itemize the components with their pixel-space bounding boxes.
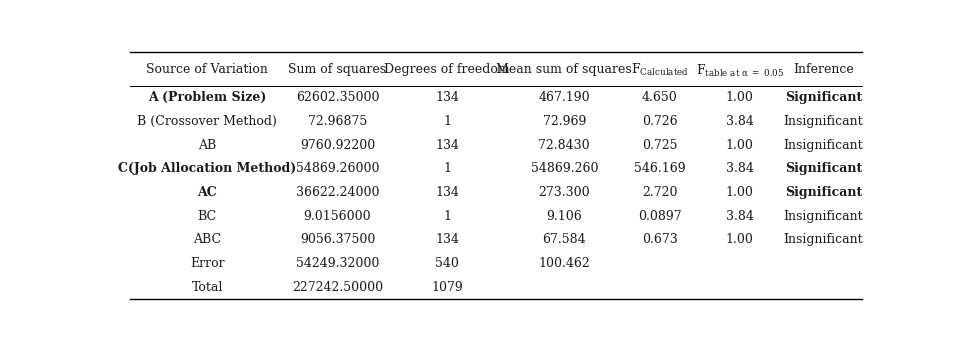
Text: 467.190: 467.190: [538, 91, 590, 104]
Text: C(Job Allocation Method): C(Job Allocation Method): [118, 162, 296, 175]
Text: 9760.92200: 9760.92200: [300, 139, 375, 152]
Text: 134: 134: [436, 91, 459, 104]
Text: 67.584: 67.584: [542, 233, 586, 246]
Text: Inference: Inference: [793, 63, 854, 77]
Text: 54249.32000: 54249.32000: [296, 257, 379, 270]
Text: B (Crossover Method): B (Crossover Method): [137, 115, 277, 128]
Text: Source of Variation: Source of Variation: [146, 63, 268, 77]
Text: 1.00: 1.00: [726, 139, 754, 152]
Text: 36622.24000: 36622.24000: [295, 186, 379, 199]
Text: 0.726: 0.726: [642, 115, 678, 128]
Text: 72.96875: 72.96875: [308, 115, 367, 128]
Text: 4.650: 4.650: [642, 91, 678, 104]
Text: 0.0897: 0.0897: [638, 209, 681, 223]
Text: 9056.37500: 9056.37500: [300, 233, 376, 246]
Text: Mean sum of squares: Mean sum of squares: [497, 63, 632, 77]
Text: 100.462: 100.462: [538, 257, 590, 270]
Text: 54869.26000: 54869.26000: [295, 162, 379, 175]
Text: 1079: 1079: [432, 281, 463, 294]
Text: Significant: Significant: [785, 162, 862, 175]
Text: ABC: ABC: [193, 233, 222, 246]
Text: Sum of squares: Sum of squares: [288, 63, 386, 77]
Text: 72.969: 72.969: [543, 115, 586, 128]
Text: $\mathrm{F_{table\ at\ \alpha\ =\ 0.05}}$: $\mathrm{F_{table\ at\ \alpha\ =\ 0.05}}…: [696, 62, 784, 78]
Text: Insignificant: Insignificant: [784, 139, 863, 152]
Text: 1: 1: [443, 115, 451, 128]
Text: 0.725: 0.725: [642, 139, 678, 152]
Text: 54869.260: 54869.260: [530, 162, 598, 175]
Text: Total: Total: [192, 281, 223, 294]
Text: Error: Error: [190, 257, 225, 270]
Text: 9.106: 9.106: [546, 209, 582, 223]
Text: AB: AB: [198, 139, 216, 152]
Text: Degrees of freedom: Degrees of freedom: [384, 63, 510, 77]
Text: Insignificant: Insignificant: [784, 115, 863, 128]
Text: 134: 134: [436, 139, 459, 152]
Text: 227242.50000: 227242.50000: [292, 281, 383, 294]
Text: 1.00: 1.00: [726, 91, 754, 104]
Text: 3.84: 3.84: [726, 209, 754, 223]
Text: 3.84: 3.84: [726, 115, 754, 128]
Text: 0.673: 0.673: [642, 233, 678, 246]
Text: 540: 540: [436, 257, 459, 270]
Text: Insignificant: Insignificant: [784, 209, 863, 223]
Text: 1.00: 1.00: [726, 233, 754, 246]
Text: Significant: Significant: [785, 186, 862, 199]
Text: 2.720: 2.720: [642, 186, 678, 199]
Text: 3.84: 3.84: [726, 162, 754, 175]
Text: 1: 1: [443, 209, 451, 223]
Text: 1: 1: [443, 162, 451, 175]
Text: 72.8430: 72.8430: [538, 139, 590, 152]
Text: 134: 134: [436, 233, 459, 246]
Text: $\mathrm{F_{Calculated}}$: $\mathrm{F_{Calculated}}$: [631, 62, 689, 78]
Text: 9.0156000: 9.0156000: [304, 209, 372, 223]
Text: BC: BC: [197, 209, 217, 223]
Text: 134: 134: [436, 186, 459, 199]
Text: Insignificant: Insignificant: [784, 233, 863, 246]
Text: 1.00: 1.00: [726, 186, 754, 199]
Text: AC: AC: [197, 186, 217, 199]
Text: 62602.35000: 62602.35000: [295, 91, 379, 104]
Text: 273.300: 273.300: [538, 186, 590, 199]
Text: 546.169: 546.169: [634, 162, 685, 175]
Text: A (Problem Size): A (Problem Size): [148, 91, 266, 104]
Text: Significant: Significant: [785, 91, 862, 104]
